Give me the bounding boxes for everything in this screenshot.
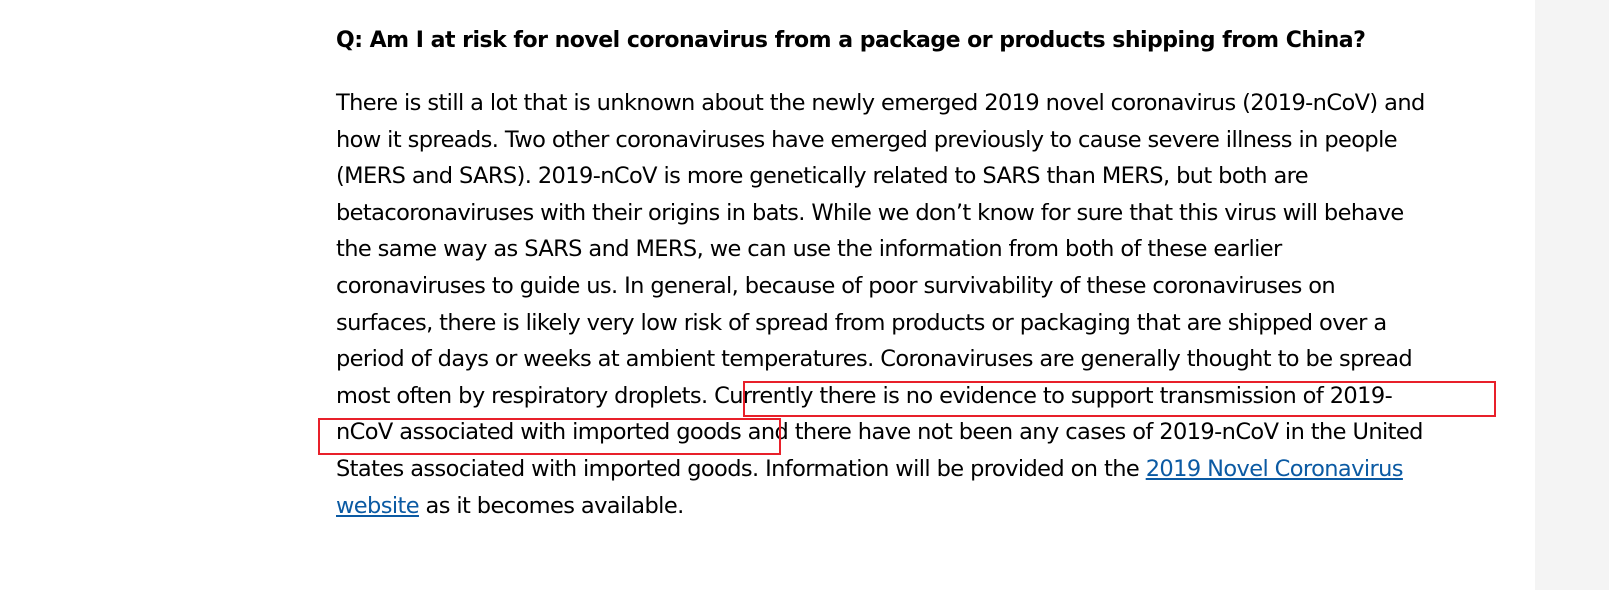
answer-line: how it spreads. Two other coronaviruses … — [336, 126, 1398, 153]
answer-text: States associated with imported goods. I… — [336, 455, 1146, 482]
answer-text: and there have not been any cases of 201… — [747, 419, 1424, 446]
coronavirus-website-link-cont[interactable]: website — [336, 492, 420, 519]
answer-text: as it becomes available. — [418, 492, 685, 519]
right-gutter — [1535, 0, 1609, 590]
answer-line: most often by respiratory droplets. Curr… — [336, 378, 1425, 415]
faq-answer: There is still a lot that is unknown abo… — [336, 85, 1425, 524]
answer-line: nCoV associated with imported goods and … — [336, 414, 1425, 451]
answer-line: There is still a lot that is unknown abo… — [336, 90, 1425, 116]
coronavirus-website-link[interactable]: 2019 Novel Coronavirus — [1145, 455, 1404, 482]
answer-line: website as it becomes available. — [336, 488, 1425, 525]
answer-line: States associated with imported goods. I… — [336, 451, 1425, 488]
answer-text: most often by respiratory droplets. — [336, 382, 715, 409]
faq-question: Q: Am I at risk for novel coronavirus fr… — [336, 28, 1366, 53]
answer-line: the same way as SARS and MERS, we can us… — [336, 236, 1282, 263]
answer-line: period of days or weeks at ambient tempe… — [336, 346, 1413, 373]
answer-line: betacoronaviruses with their origins in … — [336, 199, 1404, 226]
answer-line: surfaces, there is likely very low risk … — [336, 309, 1387, 336]
answer-line: coronaviruses to guide us. In general, b… — [336, 272, 1336, 299]
answer-line: (MERS and SARS). 2019-nCoV is more genet… — [336, 163, 1309, 190]
highlighted-text: Currently there is no evidence to suppor… — [714, 382, 1393, 409]
highlighted-text: nCoV associated with imported goods — [336, 419, 748, 446]
